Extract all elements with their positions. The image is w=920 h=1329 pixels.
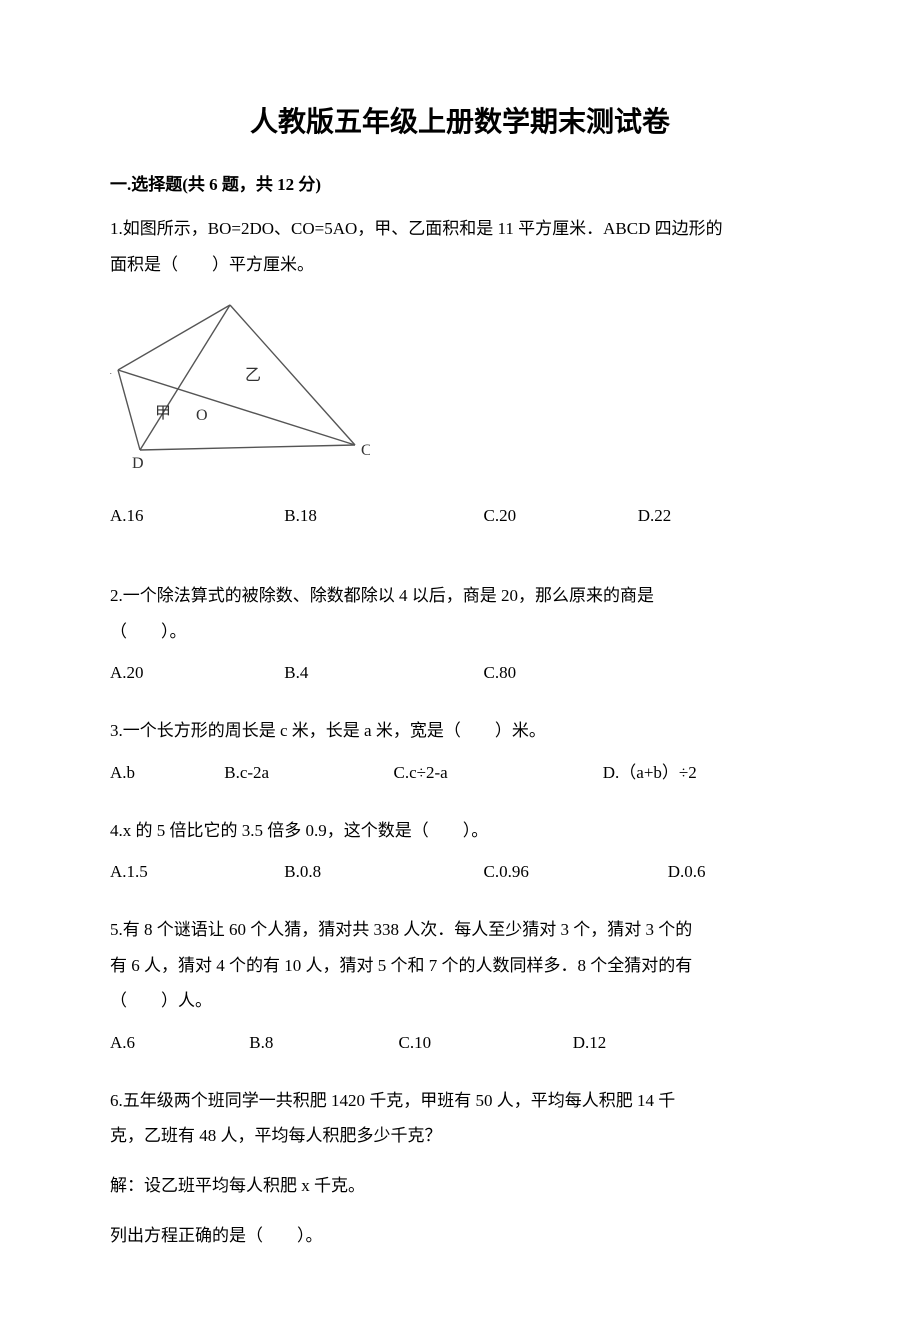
q1-figure: A B C D O 甲 乙 (110, 300, 370, 470)
q5-line1: 5.有 8 个谜语让 60 个人猜，猜对共 338 人次．每人至少猜对 3 个，… (110, 920, 692, 939)
svg-text:甲: 甲 (155, 405, 171, 422)
q4-options: A.1.5 B.0.8 C.0.96 D.0.6 (110, 854, 810, 890)
q5-text: 5.有 8 个谜语让 60 个人猜，猜对共 338 人次．每人至少猜对 3 个，… (110, 912, 810, 1019)
q1-optA: A.16 (110, 498, 280, 534)
q6-line2: 克，乙班有 48 人，平均每人积肥多少千克？ (110, 1126, 442, 1145)
q5-optB: B.8 (249, 1025, 394, 1061)
q1-optB: B.18 (284, 498, 479, 534)
q1-text: 1.如图所示，BO=2DO、CO=5AO，甲、乙面积和是 11 平方厘米．ABC… (110, 211, 810, 282)
q5-optA: A.6 (110, 1025, 245, 1061)
svg-text:D: D (132, 455, 144, 470)
q5-line2: 有 6 人，猜对 4 个的有 10 人，猜对 5 个和 7 个的人数同样多．8 … (110, 956, 692, 975)
q2-options: A.20 B.4 C.80 (110, 655, 810, 691)
q1-options: A.16 B.18 C.20 D.22 (110, 498, 810, 534)
q2-optC: C.80 (484, 655, 517, 691)
q1-line2: 面积是（ ）平方厘米。 (110, 255, 314, 274)
q6-line1: 6.五年级两个班同学一共积肥 1420 千克，甲班有 50 人，平均每人积肥 1… (110, 1091, 675, 1110)
q6-line3: 解：设乙班平均每人积肥 x 千克。 (110, 1168, 810, 1204)
q3-options: A.b B.c-2a C.c÷2-a D.（a+b）÷2 (110, 755, 810, 791)
q2-optB: B.4 (284, 655, 479, 691)
q6-text: 6.五年级两个班同学一共积肥 1420 千克，甲班有 50 人，平均每人积肥 1… (110, 1083, 810, 1154)
q4-optB: B.0.8 (284, 854, 479, 890)
svg-text:乙: 乙 (245, 367, 261, 384)
svg-text:O: O (196, 407, 208, 424)
q5-options: A.6 B.8 C.10 D.12 (110, 1025, 810, 1061)
q4-optA: A.1.5 (110, 854, 280, 890)
svg-text:A: A (110, 361, 112, 378)
svg-text:C: C (361, 442, 370, 459)
q5-optD: D.12 (573, 1025, 607, 1061)
page-title: 人教版五年级上册数学期末测试卷 (110, 100, 810, 140)
q3-text: 3.一个长方形的周长是 c 米，长是 a 米，宽是（ ）米。 (110, 713, 810, 749)
q2-optA: A.20 (110, 655, 280, 691)
q4-text: 4.x 的 5 倍比它的 3.5 倍多 0.9，这个数是（ ）。 (110, 813, 810, 849)
q3-optD: D.（a+b）÷2 (603, 755, 697, 791)
q6-line4: 列出方程正确的是（ ）。 (110, 1218, 810, 1254)
q1-optC: C.20 (484, 498, 634, 534)
section-1-heading: 一.选择题(共 6 题，共 12 分) (110, 170, 810, 195)
svg-text:B: B (226, 300, 237, 303)
q3-optA: A.b (110, 755, 220, 791)
q1-line1: 1.如图所示，BO=2DO、CO=5AO，甲、乙面积和是 11 平方厘米．ABC… (110, 219, 723, 238)
q1-optD: D.22 (638, 498, 672, 534)
q2-line1: 2.一个除法算式的被除数、除数都除以 4 以后，商是 20，那么原来的商是 (110, 586, 654, 605)
q2-text: 2.一个除法算式的被除数、除数都除以 4 以后，商是 20，那么原来的商是 （ … (110, 578, 810, 649)
q3-optB: B.c-2a (224, 755, 389, 791)
q4-optC: C.0.96 (484, 854, 664, 890)
q4-optD: D.0.6 (668, 854, 706, 890)
exam-page: 人教版五年级上册数学期末测试卷 一.选择题(共 6 题，共 12 分) 1.如图… (0, 0, 920, 1329)
q3-optC: C.c÷2-a (394, 755, 599, 791)
q5-optC: C.10 (399, 1025, 569, 1061)
q2-line2: （ ）。 (110, 622, 187, 641)
q5-line3: （ ）人。 (110, 991, 212, 1010)
